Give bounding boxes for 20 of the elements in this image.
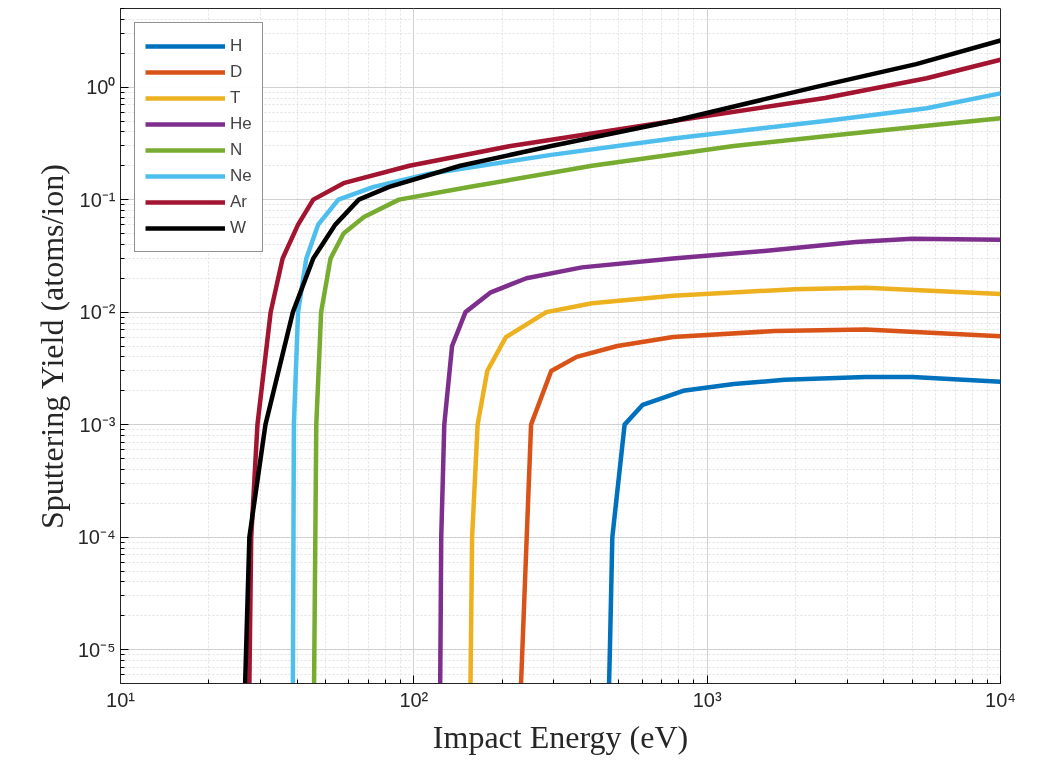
y-tick-label: 10⁰ [86,76,116,99]
legend-label: W [230,217,248,239]
y-tick-label: 10⁻² [79,301,116,324]
y-tick-label: 10⁻⁴ [77,526,116,549]
legend-label: N [230,139,244,161]
legend-label: He [230,113,252,135]
legend-label: T [230,87,242,109]
y-tick-label: 10⁻⁵ [77,638,116,661]
legend-label: Ar [230,191,248,213]
y-tick-label: 10⁻¹ [79,188,116,211]
x-tick-label: 10⁴ [985,688,1016,711]
x-tick-label: 10¹ [106,688,136,711]
legend-label: Ne [230,165,252,187]
legend-label: D [230,61,244,83]
y-axis-title: Sputtering Yield (atoms/ion) [33,164,70,530]
x-axis-title: Impact Energy (eV) [432,718,689,755]
y-tick-label: 10⁻³ [79,413,116,436]
x-tick-label: 10² [399,688,429,711]
legend-label: H [230,35,244,57]
x-tick-label: 10³ [692,688,722,711]
